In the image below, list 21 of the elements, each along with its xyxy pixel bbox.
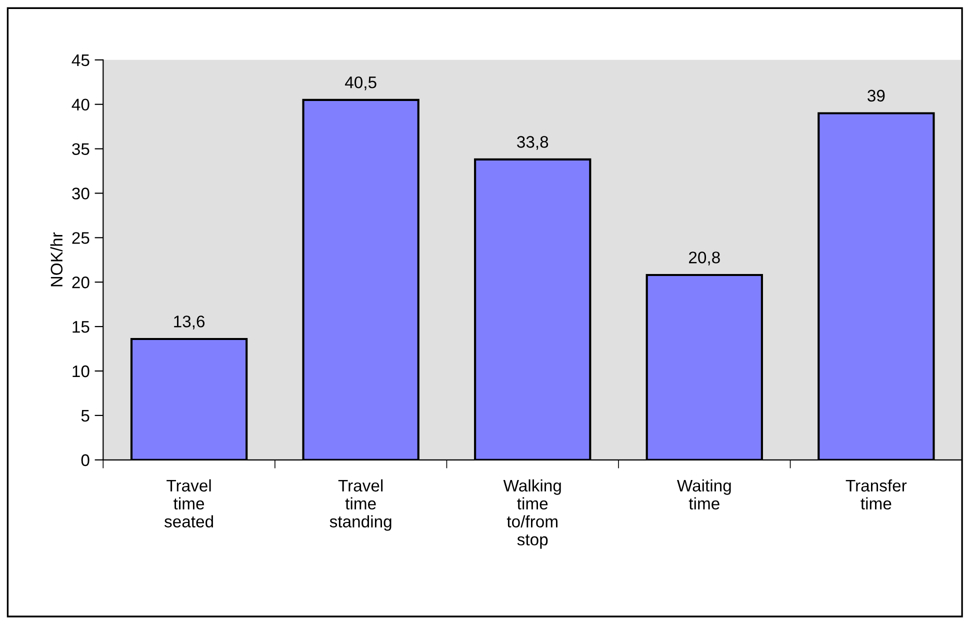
y-tick-label: 45 [72,54,90,66]
x-tick-label: Waiting time [676,479,731,510]
y-tick-label: 20 [72,276,90,288]
x-tick-label: Travel time standing [330,479,392,531]
x-tick-label: Travel time seated [164,479,213,528]
y-axis-title: NOK/hr [50,232,63,286]
y-tick-label: 40 [72,98,90,111]
y-tick-label: 15 [72,321,90,333]
y-tick-label: 5 [81,410,90,422]
data-label: 40,5 [344,76,376,90]
y-tick-label: 25 [72,232,90,244]
y-tick-label: 35 [72,143,90,155]
x-tick-label: Walking time to/from stop [503,479,561,549]
data-label: 13,6 [174,316,205,330]
y-tick-label: 30 [72,188,90,200]
y-tick-label: 0 [81,454,90,466]
y-tick-label: 10 [72,365,90,378]
x-tick-label: Transfer time [846,479,907,510]
data-label: 39 [868,90,885,102]
data-label: 33,8 [517,136,548,150]
data-label: 20,8 [689,252,720,266]
